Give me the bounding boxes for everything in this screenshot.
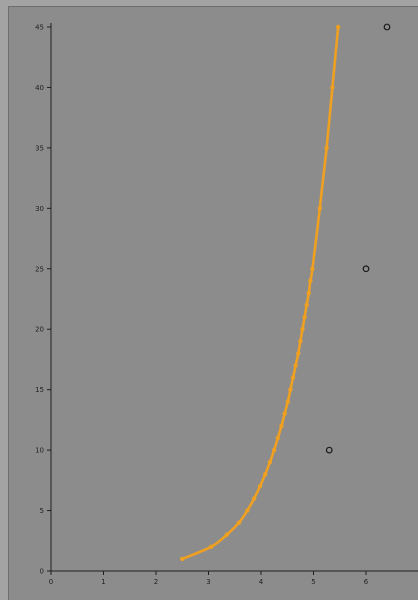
observed-point (362, 265, 370, 273)
observed-point (325, 446, 333, 454)
series-point (304, 302, 309, 308)
series-point (271, 447, 277, 453)
y-tick-label: 0 (40, 568, 44, 576)
series-point (279, 423, 284, 429)
y-tick-label: 30 (35, 205, 44, 213)
series-point (267, 460, 273, 465)
series-point (263, 472, 268, 477)
series-point (306, 290, 311, 296)
y-tick-label: 25 (35, 265, 44, 273)
x-tick-label: 6 (364, 578, 369, 586)
x-tick-label: 2 (154, 578, 158, 586)
series-point (290, 375, 296, 380)
y-tick-label: 5 (40, 507, 44, 515)
series-point (245, 508, 250, 513)
series-point (335, 24, 341, 30)
y-tick-label: 10 (35, 447, 44, 455)
series-line (180, 25, 340, 561)
series-point (251, 496, 257, 501)
series-point (236, 520, 242, 525)
series-point (296, 351, 301, 356)
series-point (282, 411, 287, 417)
y-tick-label: 20 (35, 326, 44, 334)
series-point (224, 532, 230, 537)
series-point (285, 399, 290, 404)
series-point (317, 206, 322, 211)
series-point (310, 266, 315, 271)
y-tick-label: 15 (35, 386, 44, 394)
chart-frame: 0 5 10 15 20 25 30 35 40 45 0 1 2 3 4 5 6 (8, 6, 418, 600)
series-point (298, 339, 303, 344)
x-tick-label: 4 (259, 578, 264, 586)
series-point (288, 387, 293, 392)
x-tick-label: 3 (206, 578, 210, 586)
series-point (324, 145, 329, 151)
x-tick-label: 1 (101, 578, 105, 586)
y-tick-label: 40 (35, 84, 44, 92)
series-point (293, 363, 298, 368)
series-point (308, 278, 313, 284)
x-tick-label: 0 (49, 578, 53, 586)
series-point (300, 327, 305, 332)
series-point (180, 556, 185, 562)
series-point (330, 85, 335, 90)
x-tick-label: 5 (311, 578, 315, 586)
series-point (275, 435, 280, 441)
y-tick-label: 35 (35, 144, 44, 152)
y-tick-label: 45 (35, 24, 44, 32)
series-point (257, 484, 263, 489)
series-point (302, 314, 307, 320)
observed-point (383, 23, 391, 31)
series-point (208, 544, 214, 550)
